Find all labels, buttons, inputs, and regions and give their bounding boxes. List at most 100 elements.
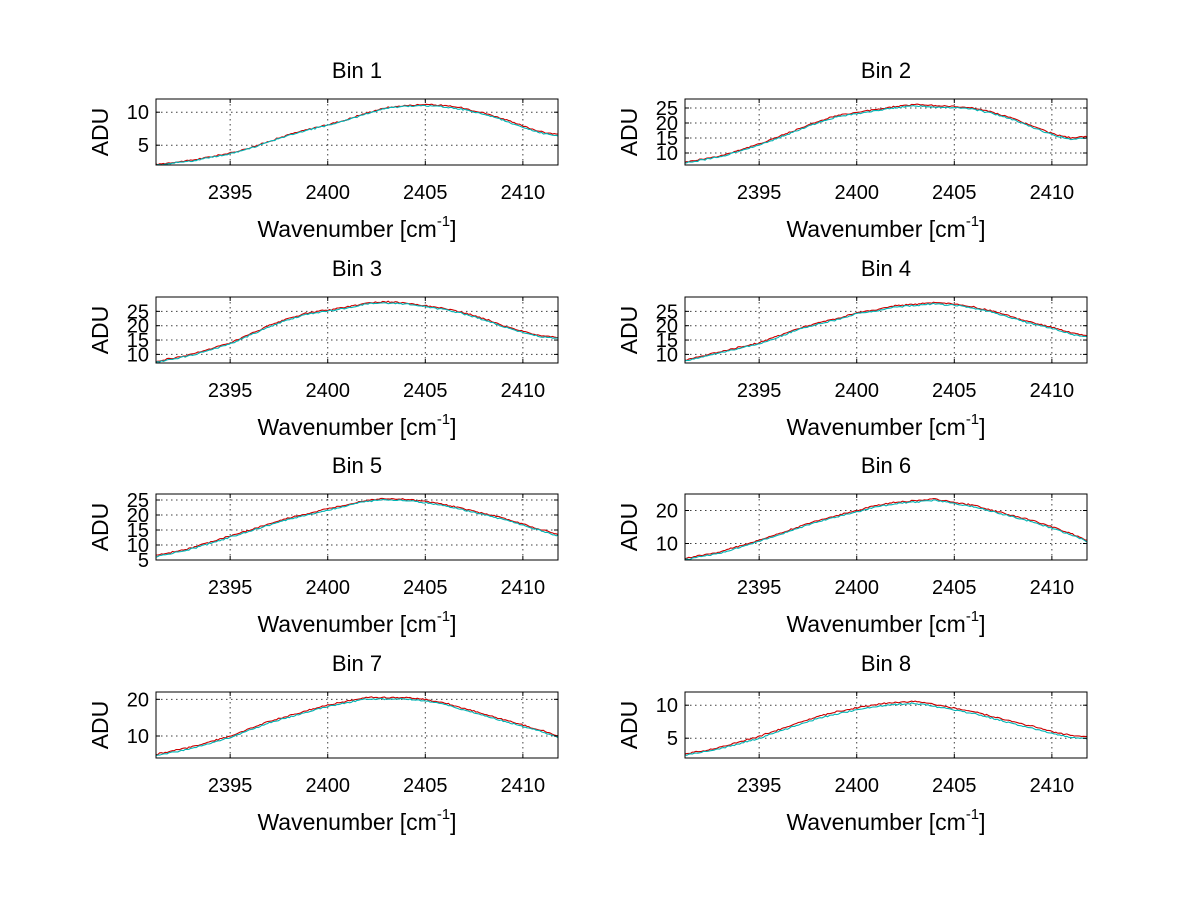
panel-bin-7: Bin 7 2395 2400 2405 2410 10 20 ADU Wavenumber [… [87, 651, 559, 835]
panel-bin-8: Bin 8 2395 2400 2405 2410 5 10 ADU Wavenumber [c… [616, 651, 1088, 835]
y-axis-label: ADU [87, 701, 113, 750]
y-tick-label: 5 [667, 728, 678, 750]
panel-title: Bin 3 [332, 256, 382, 281]
x-tick-label: 2410 [501, 182, 546, 204]
y-tick-label: 15 [656, 128, 678, 150]
x-axis-label-bracket: ] [979, 809, 985, 835]
series-line [685, 302, 1087, 362]
y-tick-label: 20 [656, 316, 678, 338]
series-line [156, 696, 558, 756]
x-axis-label-bracket: ] [979, 216, 985, 242]
series-line [685, 702, 1087, 756]
x-axis-label-bracket: ] [450, 414, 456, 440]
y-axis-label: ADU [87, 108, 113, 157]
panel-title: Bin 2 [861, 58, 911, 83]
x-tick-label: 2410 [501, 577, 546, 599]
x-axis-label: Wavenumber [cm-1] [786, 608, 985, 637]
y-tick-label: 15 [127, 330, 149, 352]
x-axis-label-bracket: ] [450, 216, 456, 242]
x-axis-label-bracket: ] [450, 611, 456, 637]
x-axis-label: Wavenumber [cm-1] [257, 608, 456, 637]
x-tick-label: 2400 [305, 380, 350, 402]
series-line [156, 104, 558, 165]
y-tick-label: 10 [127, 535, 149, 557]
axes-box [155, 493, 559, 561]
x-tick-label: 2395 [737, 380, 782, 402]
x-axis-label-exponent: -1 [437, 213, 450, 230]
axes-box [684, 493, 1088, 561]
x-axis-label-text: Wavenumber [cm [257, 809, 436, 835]
x-tick-label: 2395 [737, 577, 782, 599]
x-tick-label: 2410 [1030, 775, 1075, 797]
x-axis-label: Wavenumber [cm-1] [257, 806, 456, 835]
x-tick-label: 2410 [1030, 577, 1075, 599]
y-axis-label: ADU [616, 503, 642, 552]
x-axis-label: Wavenumber [cm-1] [786, 213, 985, 242]
x-tick-label: 2400 [305, 775, 350, 797]
y-tick-label: 20 [656, 113, 678, 135]
series-line [156, 103, 558, 165]
panel-bin-6: Bin 6 2395 2400 2405 2410 10 20 ADU Wavenumber [… [616, 453, 1088, 637]
x-axis-label-text: Wavenumber [cm [257, 414, 436, 440]
series-line [685, 497, 1087, 560]
x-axis-label-exponent: -1 [437, 608, 450, 625]
panel-bin-1: Bin 1 2395 2400 2405 2410 5 10 ADU Wavenumber [c… [87, 58, 559, 242]
x-tick-label: 2395 [737, 775, 782, 797]
x-axis-label-text: Wavenumber [cm [786, 611, 965, 637]
x-tick-label: 2395 [208, 577, 253, 599]
series-line [156, 300, 558, 363]
x-axis-label-exponent: -1 [966, 608, 979, 625]
series-line [685, 700, 1087, 755]
x-tick-label: 2400 [834, 775, 879, 797]
y-tick-label: 10 [656, 143, 678, 165]
axes-box [155, 98, 559, 166]
y-tick-label: 10 [656, 534, 678, 556]
x-axis-label-exponent: -1 [966, 411, 979, 428]
panel-title: Bin 5 [332, 453, 382, 478]
x-axis-label-bracket: ] [979, 611, 985, 637]
x-axis-label-text: Wavenumber [cm [786, 414, 965, 440]
x-tick-label: 2395 [208, 380, 253, 402]
y-tick-label: 25 [127, 301, 149, 323]
series-line [156, 497, 558, 556]
y-tick-label: 15 [127, 520, 149, 542]
x-tick-label: 2405 [403, 182, 448, 204]
panel-title: Bin 7 [332, 651, 382, 676]
x-axis-label: Wavenumber [cm-1] [786, 411, 985, 440]
x-axis-label-exponent: -1 [437, 411, 450, 428]
y-tick-label: 5 [138, 550, 149, 572]
x-axis-label: Wavenumber [cm-1] [786, 806, 985, 835]
y-axis-label: ADU [616, 701, 642, 750]
series-line [685, 105, 1087, 164]
y-tick-label: 20 [127, 689, 149, 711]
y-axis-label: ADU [87, 503, 113, 552]
panel-title: Bin 6 [861, 453, 911, 478]
x-tick-label: 2410 [1030, 380, 1075, 402]
y-tick-label: 10 [127, 102, 149, 124]
x-tick-label: 2405 [403, 775, 448, 797]
y-tick-label: 20 [127, 505, 149, 527]
series-line [685, 103, 1087, 163]
x-tick-label: 2395 [208, 182, 253, 204]
x-axis-label: Wavenumber [cm-1] [257, 411, 456, 440]
y-tick-label: 10 [656, 344, 678, 366]
axes-box [684, 691, 1088, 759]
x-tick-label: 2405 [932, 577, 977, 599]
y-tick-label: 15 [656, 330, 678, 352]
axes-box [684, 98, 1088, 166]
panel-title: Bin 1 [332, 58, 382, 83]
x-tick-label: 2400 [834, 182, 879, 204]
x-tick-label: 2410 [501, 775, 546, 797]
x-axis-label: Wavenumber [cm-1] [257, 213, 456, 242]
x-axis-label-text: Wavenumber [cm [786, 216, 965, 242]
x-tick-label: 2405 [403, 380, 448, 402]
y-axis-label: ADU [616, 306, 642, 355]
axes-box [155, 296, 559, 364]
series-line [156, 302, 558, 363]
x-axis-label-exponent: -1 [966, 213, 979, 230]
x-axis-label-exponent: -1 [437, 806, 450, 823]
x-tick-label: 2400 [834, 577, 879, 599]
x-axis-label-text: Wavenumber [cm [786, 809, 965, 835]
